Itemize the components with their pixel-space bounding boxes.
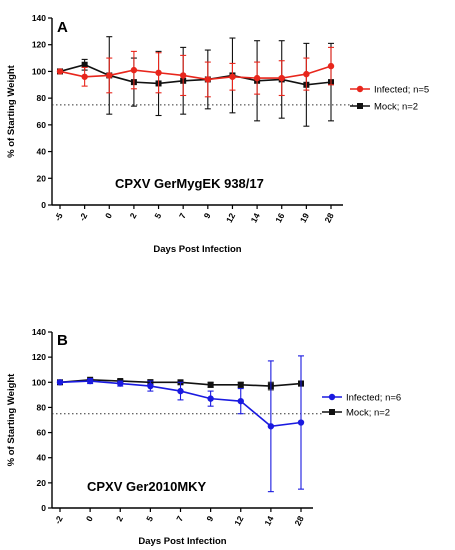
legend-label: Mock; n=2: [374, 102, 418, 113]
y-tick-label: 60: [37, 120, 47, 130]
panel-letter: A: [57, 19, 68, 36]
legend-entry: Infected; n=6: [322, 393, 401, 404]
data-point: [56, 68, 64, 75]
y-tick-label: 100: [32, 66, 46, 76]
data-point: [267, 423, 275, 430]
x-tick-label: 28: [322, 211, 335, 224]
data-point: [155, 69, 162, 76]
data-point: [179, 72, 187, 79]
series-line: [59, 65, 332, 81]
data-point: [81, 73, 88, 80]
y-tick-label: 60: [37, 428, 47, 438]
legend-entry: Mock; n=2: [322, 408, 390, 419]
y-tick-label: 140: [32, 327, 46, 337]
data-point: [207, 395, 214, 402]
legend-entry: Infected; n=5: [350, 85, 429, 96]
y-axis-label: % of Starting Weight: [6, 373, 17, 467]
series-infected: [56, 46, 335, 98]
y-tick-label: 0: [41, 200, 46, 210]
data-point: [303, 70, 310, 78]
data-point: [56, 379, 64, 386]
y-tick-label: 80: [37, 402, 47, 412]
legend-marker: [357, 103, 363, 109]
legend-label: Infected; n=6: [346, 393, 401, 404]
x-tick-label: 0: [84, 514, 95, 523]
x-tick-label: 7: [177, 211, 188, 220]
y-axis-label: % of Starting Weight: [6, 64, 17, 158]
x-tick-label: 9: [202, 211, 213, 220]
x-tick-label: 0: [103, 211, 114, 220]
data-point: [86, 377, 94, 385]
x-axis-label: Days Post Infection: [153, 244, 241, 255]
x-tick-label: 2: [114, 514, 125, 523]
x-tick-label: 5: [152, 211, 163, 220]
legend-marker: [328, 393, 336, 401]
data-point: [106, 72, 113, 79]
x-tick-label: 12: [224, 211, 237, 224]
data-point: [130, 66, 138, 74]
data-point: [278, 74, 285, 82]
x-tick-label: 19: [298, 211, 311, 224]
panel-letter: B: [57, 332, 68, 349]
y-tick-label: 140: [32, 13, 46, 23]
legend-label: Mock; n=2: [346, 408, 390, 419]
y-tick-label: 120: [32, 352, 46, 362]
y-tick-label: 0: [41, 503, 46, 513]
legend-label: Infected; n=5: [374, 85, 429, 96]
x-axis-label: Days Post Infection: [138, 536, 226, 547]
legend-marker: [329, 409, 335, 415]
chart-annotation: CPXV Ger2010MKY: [87, 479, 207, 494]
data-point: [253, 74, 261, 82]
x-tick-label: 28: [292, 514, 305, 527]
data-point: [207, 381, 214, 388]
data-point: [147, 382, 154, 390]
series-infected: [56, 355, 305, 493]
series-mock: [57, 36, 334, 127]
y-tick-label: 20: [37, 173, 47, 183]
data-point: [327, 62, 335, 70]
y-tick-label: 120: [32, 40, 46, 50]
y-tick-label: 40: [37, 147, 47, 157]
data-point: [177, 387, 184, 395]
y-tick-label: 80: [37, 93, 47, 103]
x-tick-label: 7: [174, 514, 185, 523]
data-point: [237, 397, 244, 405]
panel-b: B 0 20 40 60 80 100 120 140 -2 0 2 5 7 9 12 14 28 CPXV Ger…: [6, 327, 401, 547]
x-tick-label: 2: [128, 211, 139, 220]
x-tick-label: 14: [249, 211, 262, 224]
x-tick-label: 5: [144, 514, 155, 523]
data-point: [204, 76, 212, 83]
legend-marker: [356, 85, 364, 93]
data-point: [117, 380, 124, 387]
x-tick-label: 14: [262, 514, 275, 527]
x-tick-label: 9: [204, 514, 215, 523]
data-point: [297, 419, 305, 426]
chart-annotation: CPXV GerMygEK 938/17: [115, 176, 264, 191]
series-line: [59, 63, 332, 86]
data-point: [237, 381, 244, 388]
x-tick-label: 12: [232, 514, 245, 527]
y-tick-label: 20: [37, 478, 47, 488]
y-tick-label: 100: [32, 377, 46, 387]
x-tick-label: -5: [52, 211, 65, 223]
x-tick-label: -2: [77, 211, 90, 223]
data-point: [229, 73, 236, 80]
x-tick-label: -2: [52, 514, 65, 526]
data-point: [81, 61, 88, 68]
y-tick-label: 40: [37, 453, 47, 463]
x-tick-label: 16: [273, 211, 286, 224]
panel-a: A 0 20 40 60 80 100 120 140 -5 -2 0 2 5 7 9 12 14 16 19 28 CP…: [6, 13, 429, 255]
legend-entry: Mock; n=2: [350, 102, 418, 113]
